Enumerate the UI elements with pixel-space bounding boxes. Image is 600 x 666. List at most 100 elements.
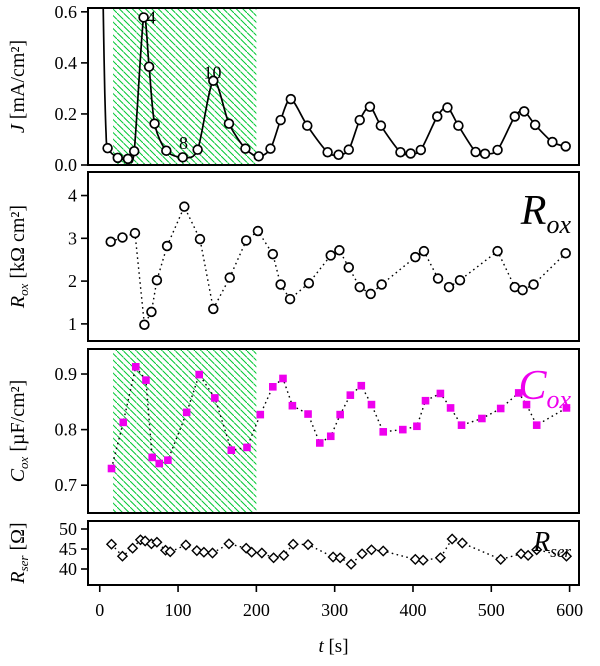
Rox-data-point [117, 232, 128, 243]
J-data-point [161, 145, 172, 156]
Rox-data-point [139, 319, 150, 330]
Rox-data-point [146, 306, 157, 318]
J-data-point [253, 151, 264, 162]
hatched-region [113, 9, 257, 164]
J-data-point [149, 118, 160, 129]
J-data-point [265, 143, 276, 154]
y-axis-title-Rser: Rser [Ω] [7, 522, 31, 584]
J-data-point [432, 111, 443, 122]
Rox-data-point [354, 281, 365, 293]
J-data-point [333, 149, 344, 161]
Rox-data-point [343, 262, 355, 273]
Cox-data-point [357, 381, 366, 390]
Rox-data-point [376, 279, 387, 290]
Rser-data-point [268, 552, 280, 564]
Cox-data-point [478, 414, 486, 423]
panel-Cox: 0.7 0.8 0.9 Cox [µF/cm²] Cox [7, 348, 580, 514]
Rser-data-point [365, 544, 378, 556]
Cox-data-point [119, 418, 128, 427]
y-tick-label: 0.2 [55, 104, 78, 124]
panel-Cox-border [87, 348, 580, 514]
Cox-data-point [562, 404, 571, 412]
Rox-data-point [528, 279, 539, 290]
J-data-point [518, 106, 530, 117]
J-data-point [375, 120, 387, 131]
x-tick-label: 300 [321, 600, 348, 620]
panel-J: 0.0 0.2 0.4 0.6 J [mA/cm²] 4 8 10 [7, 2, 580, 175]
Rser-data-point [246, 546, 258, 558]
Cox-data-point [182, 408, 191, 417]
y-tick-label: 2 [68, 271, 77, 291]
Cox-data-point [227, 446, 236, 454]
Cox-data-point [243, 443, 251, 452]
y-tick-label: 0.8 [55, 420, 78, 440]
y-tick-label: 0.6 [55, 2, 78, 22]
J-data-point [509, 111, 521, 122]
y-tick-label: 50 [59, 519, 77, 539]
y-tick-label: 0.0 [55, 155, 78, 175]
Rox-series-line [110, 205, 567, 328]
Rser-data-point [446, 533, 458, 545]
J-data-point [415, 144, 427, 156]
Rox-data-point [151, 274, 163, 286]
Rox-data-point [284, 293, 296, 305]
panel-label-Cox: Cox [518, 363, 571, 414]
Rser-data-point [522, 549, 534, 561]
Rox-data-point [492, 245, 503, 257]
Rox-data-point [325, 250, 337, 261]
J-data-point [322, 146, 333, 158]
Rox-data-point [334, 245, 345, 256]
J-data-point [560, 141, 571, 152]
Rser-data-point [434, 552, 446, 564]
Rser-data-point [127, 542, 139, 554]
Rser-data-point [278, 549, 290, 561]
panel-Rox: 1 2 3 4 Rox [kΩ cm²] Rox [7, 171, 580, 342]
J-data-point [479, 148, 491, 160]
Cox-data-point [446, 404, 455, 412]
Rox-data-point [275, 279, 286, 290]
Cox-data-point [269, 383, 277, 391]
Cox-data-point [164, 456, 172, 464]
J-data-point [354, 114, 365, 126]
Cox-data-point [532, 421, 541, 429]
J-data-point [405, 148, 416, 159]
Cox-data-point [256, 410, 265, 419]
Rser-data-point [180, 539, 192, 551]
Rser-data-point [327, 551, 339, 563]
J-data-point [343, 144, 355, 155]
Cox-data-point [514, 389, 523, 397]
x-tick-label: 200 [243, 600, 270, 620]
y-tick-label: 0.9 [55, 364, 78, 384]
J-data-point [302, 120, 313, 131]
y-tick-label: 3 [68, 228, 77, 248]
J-data-point [223, 118, 235, 129]
Cox-data-point [195, 370, 203, 379]
Rox-data-point [208, 303, 219, 315]
Rox-data-point [410, 251, 421, 263]
x-tick-label: 400 [399, 600, 426, 620]
x-axis-title: t [s] [318, 636, 348, 657]
Cox-data-point [336, 410, 344, 419]
Rox-data-point [560, 248, 571, 259]
Cox-data-point [436, 389, 445, 398]
y-tick-label: 0.4 [55, 53, 78, 73]
Rox-data-point [517, 284, 528, 296]
Rser-data-point [151, 536, 163, 548]
J-data-point [364, 101, 376, 113]
Rser-data-point [456, 537, 468, 549]
y-tick-label: 0.7 [55, 475, 78, 495]
J-data-point [177, 152, 189, 163]
Cox-data-point [496, 404, 505, 413]
x-tick-label: 100 [165, 600, 192, 620]
Rser-data-point [164, 546, 176, 558]
J-data-point [138, 12, 149, 23]
Rox-data-point [454, 274, 466, 286]
panel-J-border [87, 7, 580, 166]
Rox-data-point [252, 225, 264, 237]
x-tick-label: 600 [556, 600, 583, 620]
Rox-data-point [432, 273, 444, 284]
J-data-point [128, 145, 140, 157]
x-tick-label: 0 [95, 600, 104, 620]
